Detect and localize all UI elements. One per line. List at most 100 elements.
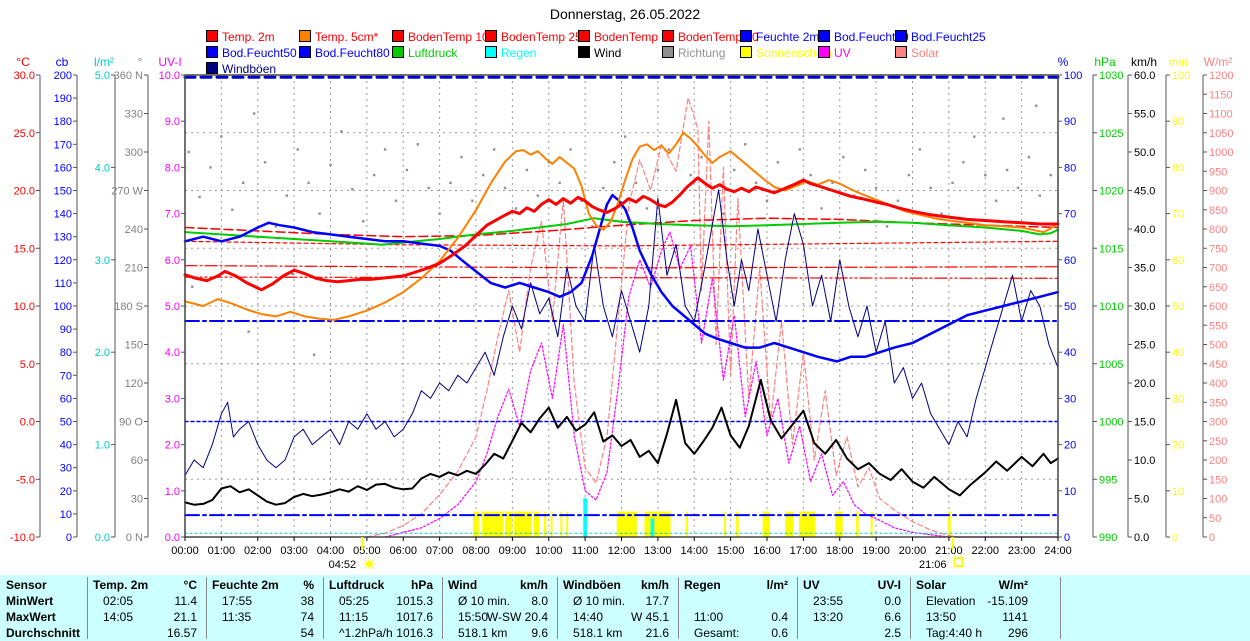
axis-header-minax: min [1168, 55, 1187, 69]
axis-tick-label: 210 [125, 263, 143, 275]
legend-label: Richtung [678, 46, 726, 60]
scatter-point-richtung [274, 225, 278, 228]
scatter-point-richtung [307, 181, 310, 184]
scatter-point-richtung [591, 225, 594, 228]
axis-tick-label: 120 [125, 378, 143, 390]
axis-header-hpa: hPa [1094, 55, 1116, 69]
scatter-point-richtung [231, 208, 234, 211]
sun-marker-tick [951, 537, 954, 550]
axis-header-lm2: l/m² [94, 55, 114, 69]
scatter-point-richtung [416, 143, 419, 146]
axis-tick-label: 25.0 [14, 128, 35, 140]
axis-tick-label: 900 [1209, 186, 1227, 198]
legend-item-windb-en: Windböen [206, 62, 276, 75]
scatter-point-richtung [667, 148, 670, 151]
axis-tick-label: 1200 [1209, 70, 1233, 82]
axis-tick-label: 90 [1172, 116, 1184, 128]
axis-tick-label: 950 [1209, 166, 1227, 178]
scatter-point-richtung [896, 199, 900, 202]
cell-text: Windböen [563, 578, 621, 592]
sunshine-bar [948, 511, 951, 537]
scatter-point-richtung [449, 181, 452, 184]
scatter-point-richtung [372, 173, 376, 177]
legend-label: Luftdruck [408, 46, 458, 60]
axis-tick-label: 500 [1209, 340, 1227, 352]
table-cell-uv-header: UV UV-I [803, 578, 903, 593]
scatter-point-richtung [984, 173, 987, 177]
scatter-point-richtung [312, 353, 316, 356]
legend-label: Regen [501, 46, 537, 60]
scatter-point-richtung [765, 199, 769, 202]
axis-tick-label: 15.0 [14, 243, 35, 255]
cell-value: 1017.6 [396, 610, 433, 624]
axis-tick-label: 5.0 [95, 70, 110, 82]
sunshine-bar [724, 511, 727, 537]
axis-tick-label: 70 [1064, 209, 1076, 221]
axis-tick-label: 30 [60, 463, 72, 475]
x-axis-label: 04:00 [317, 545, 345, 557]
axis-header-deg: ° [138, 55, 143, 69]
axis-tick-label: 40 [1064, 347, 1076, 359]
scatter-point-richtung [929, 186, 932, 190]
axis-tick-label: 1015 [1099, 243, 1123, 255]
cell-text: Elevation [926, 594, 976, 608]
axis-tick-label: 40.0 [1134, 224, 1155, 236]
axis-tick-label: 130 [54, 232, 72, 244]
axis-tick-label: 170 [54, 139, 72, 151]
scatter-point-richtung [951, 181, 954, 184]
scatter-point-richtung [291, 272, 294, 276]
legend-item-temp-5cm: Temp. 5cm* [299, 30, 378, 43]
axis-tick-label: 80 [60, 347, 72, 359]
table-cell-feuchte-2m-header: Feuchte 2m% [212, 578, 316, 593]
legend-item-bodentemp-80: BodenTemp 80 [662, 30, 759, 43]
table-cell-windb-en-minwert: Ø 10 min. 17.7 [563, 594, 671, 609]
cell-value: 2.5 [884, 626, 901, 640]
cell-value: 8.0 [531, 594, 548, 608]
axis-tick-label: 55.0 [1134, 109, 1155, 121]
scatter-point-richtung [1002, 117, 1005, 120]
x-axis-label: 05:00 [353, 545, 381, 557]
scatter-point-richtung [285, 194, 289, 197]
sunshine-bar [560, 511, 563, 537]
axis-tick-label: 70 [1172, 209, 1184, 221]
scatter-point-richtung [623, 135, 627, 138]
x-axis-label: 08:00 [462, 545, 490, 557]
table-cell-solar-maxwert: 13:50 1141 [916, 610, 1030, 625]
axis-tick-label: -5.0 [16, 474, 35, 486]
cell-value: 1141 [1002, 610, 1028, 624]
axis-tick-label: 10.0 [1134, 455, 1155, 467]
cell-value: hPa [410, 578, 433, 592]
x-axis-label: 18:00 [826, 545, 854, 557]
legend-label: Bod.Feucht25 [911, 30, 986, 44]
axis-tick-label: 1100 [1209, 109, 1233, 121]
sunshine-bar [505, 511, 513, 537]
legend-label: BodenTemp 80 [678, 30, 759, 44]
cell-text: 14:05 [103, 610, 134, 624]
cell-value: 1015.3 [396, 594, 433, 608]
axis-tick-label: 90 O [119, 417, 143, 429]
cell-text: 518.1 km [573, 626, 623, 640]
cell-text: 15:50 [458, 610, 489, 624]
table-cell-regen-maxwert: 11:00 0.4 [684, 610, 790, 625]
sunshine-bar [799, 511, 816, 537]
cell-text: Solar [916, 578, 947, 592]
series-feuchte2m [183, 193, 1060, 363]
axis-tick-label: 120 [54, 255, 72, 267]
table-cell-windb-en-header: Windböen km/h [563, 578, 671, 593]
cell-value: l/m² [766, 578, 788, 592]
cell-value: 54 [300, 626, 314, 640]
series-bodentemp80 [184, 276, 1059, 279]
axis-tick-label: 180 [54, 116, 72, 128]
legend-label: Bod.Feucht80 [315, 46, 390, 60]
axis-tick-label: 1.0 [165, 486, 180, 498]
legend-item-bod-feucht10: Bod.Feucht10 [818, 30, 909, 43]
cell-value: 0.6 [771, 626, 788, 640]
cell-text: Regen [684, 578, 721, 592]
table-cell-feuchte-2m-minwert: 17:55 38 [212, 594, 316, 609]
axis-tick-label: 350 [1209, 397, 1227, 409]
legend-label: BodenTemp 25 [501, 30, 582, 44]
series-bodentemp25 [184, 240, 1059, 247]
x-axis-label: 02:00 [244, 545, 272, 557]
scatter-point-richtung [613, 161, 616, 164]
sunshine-bar [544, 511, 547, 537]
